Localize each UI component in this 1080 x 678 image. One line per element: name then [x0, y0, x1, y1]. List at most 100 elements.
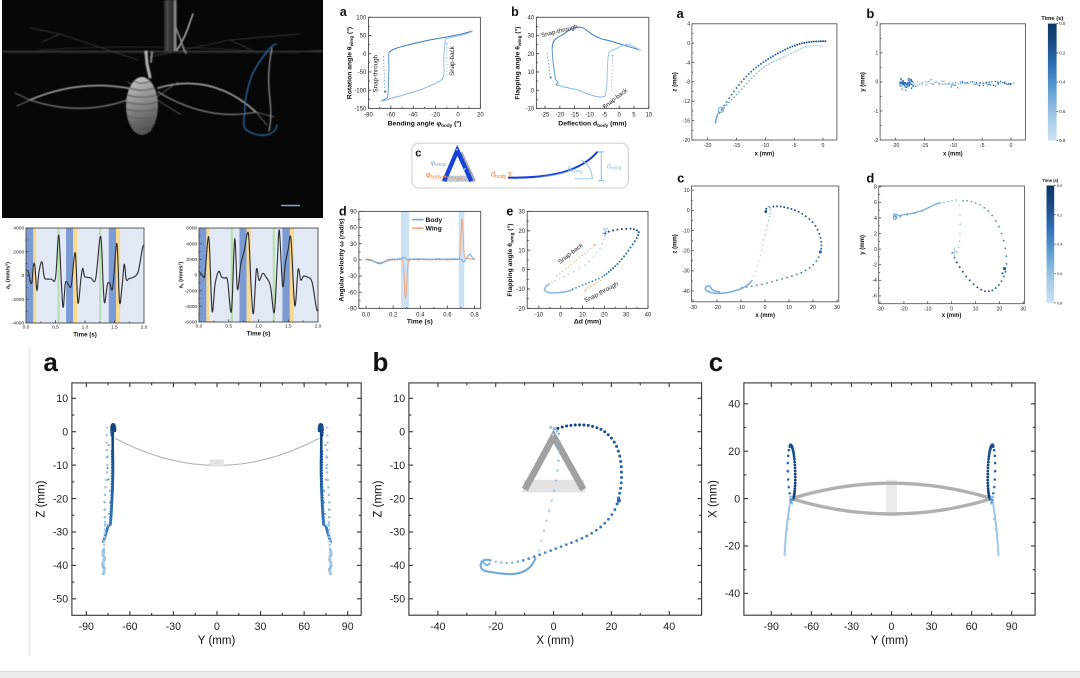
- svg-text:60: 60: [966, 621, 978, 633]
- svg-text:Body: Body: [426, 217, 443, 224]
- svg-text:Snap-back: Snap-back: [557, 241, 585, 265]
- svg-text:-1: -1: [874, 109, 879, 115]
- svg-text:-60: -60: [348, 290, 357, 296]
- svg-text:-15: -15: [921, 143, 929, 149]
- svg-text:2: 2: [875, 22, 878, 28]
- svg-text:-50: -50: [358, 70, 367, 76]
- svg-text:10: 10: [518, 248, 525, 254]
- svg-text:1.5: 1.5: [111, 324, 118, 330]
- svg-text:40: 40: [528, 15, 535, 21]
- svg-text:4: 4: [687, 22, 690, 28]
- svg-text:20: 20: [810, 305, 816, 311]
- svg-text:Z (mm): Z (mm): [373, 480, 385, 517]
- svg-text:-15: -15: [570, 113, 579, 119]
- svg-text:y (mm): y (mm): [861, 72, 867, 92]
- svg-text:Time (s): Time (s): [247, 330, 271, 337]
- svg-text:-20: -20: [431, 113, 440, 119]
- svg-text:0: 0: [734, 493, 740, 505]
- svg-text:b: b: [511, 5, 519, 19]
- svg-text:-30: -30: [53, 527, 68, 539]
- svg-text:-30: -30: [876, 307, 884, 313]
- svg-text:0.5: 0.5: [225, 323, 232, 329]
- svg-text:a: a: [43, 347, 58, 377]
- svg-text:0.6: 0.6: [1057, 271, 1063, 276]
- svg-text:1.0: 1.0: [255, 323, 262, 329]
- svg-text:10: 10: [56, 393, 68, 405]
- svg-text:20: 20: [518, 229, 525, 235]
- svg-text:-4: -4: [685, 60, 690, 66]
- svg-text:-90: -90: [79, 621, 94, 633]
- svg-text:10: 10: [973, 307, 979, 313]
- svg-text:-12: -12: [683, 99, 691, 105]
- svg-text:Time (s): Time (s): [73, 331, 97, 338]
- svg-text:0: 0: [875, 80, 878, 86]
- svg-text:0: 0: [214, 621, 220, 633]
- svg-text:-4000: -4000: [185, 304, 198, 310]
- svg-text:40: 40: [645, 313, 652, 319]
- svg-text:0.8: 0.8: [1057, 300, 1063, 305]
- svg-text:-30: -30: [844, 621, 859, 633]
- svg-text:0.8: 0.8: [1059, 138, 1066, 143]
- svg-text:2.0: 2.0: [315, 323, 322, 329]
- svg-text:Y (mm): Y (mm): [198, 635, 236, 647]
- svg-text:30: 30: [1020, 307, 1026, 313]
- svg-text:10: 10: [684, 188, 690, 194]
- svg-text:0.0: 0.0: [1059, 21, 1066, 26]
- svg-text:X (mm): X (mm): [536, 635, 574, 647]
- svg-text:Δd (mm): Δd (mm): [574, 319, 602, 326]
- svg-text:d: d: [866, 170, 874, 185]
- svg-text:-40: -40: [409, 113, 418, 119]
- svg-text:Flapping angle θwing (°): Flapping angle θwing (°): [506, 223, 514, 296]
- svg-text:Time (s): Time (s): [407, 319, 433, 326]
- svg-text:dwing: dwing: [607, 161, 622, 171]
- svg-text:-20: -20: [390, 493, 405, 505]
- svg-text:0: 0: [551, 621, 557, 633]
- svg-text:0: 0: [822, 143, 825, 149]
- svg-text:-90: -90: [764, 621, 779, 633]
- svg-text:-20: -20: [704, 143, 712, 149]
- svg-text:0: 0: [889, 621, 895, 633]
- svg-text:0.2: 0.2: [1059, 50, 1066, 55]
- svg-text:-10: -10: [390, 460, 405, 472]
- svg-text:4000: 4000: [13, 226, 24, 232]
- svg-text:-20: -20: [725, 541, 740, 553]
- svg-text:-20: -20: [892, 143, 900, 149]
- svg-text:-100: -100: [354, 88, 367, 94]
- svg-text:0: 0: [950, 307, 953, 313]
- svg-text:0: 0: [62, 426, 68, 438]
- svg-text:0: 0: [687, 41, 690, 47]
- svg-text:40: 40: [663, 621, 675, 633]
- svg-text:-40: -40: [390, 560, 405, 572]
- svg-text:y (mm): y (mm): [860, 235, 866, 255]
- svg-text:Rotation angle θwing (°): Rotation angle θwing (°): [346, 27, 354, 99]
- svg-text:a: a: [340, 5, 348, 19]
- svg-text:-2: -2: [872, 263, 877, 269]
- svg-text:30: 30: [518, 210, 525, 216]
- svg-text:-10: -10: [535, 313, 544, 319]
- svg-text:-6: -6: [872, 294, 877, 300]
- svg-text:Flapping angle θwing (°): Flapping angle θwing (°): [514, 26, 522, 99]
- svg-text:-80: -80: [364, 113, 373, 119]
- svg-text:-30: -30: [390, 527, 405, 539]
- svg-text:φbody: φbody: [426, 170, 442, 180]
- svg-text:ay (mm/s²): ay (mm/s²): [5, 262, 12, 289]
- svg-text:c: c: [677, 170, 684, 185]
- svg-text:-20: -20: [488, 621, 503, 633]
- svg-text:Z (mm): Z (mm): [36, 480, 48, 517]
- svg-text:-16: -16: [683, 118, 691, 124]
- svg-text:0: 0: [194, 273, 197, 279]
- svg-text:0: 0: [1010, 143, 1013, 149]
- svg-text:5: 5: [632, 113, 636, 119]
- svg-text:-50: -50: [390, 594, 405, 606]
- svg-text:0.0: 0.0: [23, 324, 30, 330]
- svg-text:0: 0: [687, 208, 690, 214]
- svg-text:-40: -40: [53, 560, 68, 572]
- svg-text:-6000: -6000: [185, 320, 198, 326]
- svg-text:0: 0: [21, 273, 24, 279]
- svg-text:-40: -40: [682, 289, 690, 295]
- svg-text:-20: -20: [900, 307, 908, 313]
- svg-text:30: 30: [834, 305, 840, 311]
- svg-text:-25: -25: [541, 113, 550, 119]
- svg-text:60: 60: [350, 226, 357, 232]
- svg-text:8: 8: [874, 185, 877, 191]
